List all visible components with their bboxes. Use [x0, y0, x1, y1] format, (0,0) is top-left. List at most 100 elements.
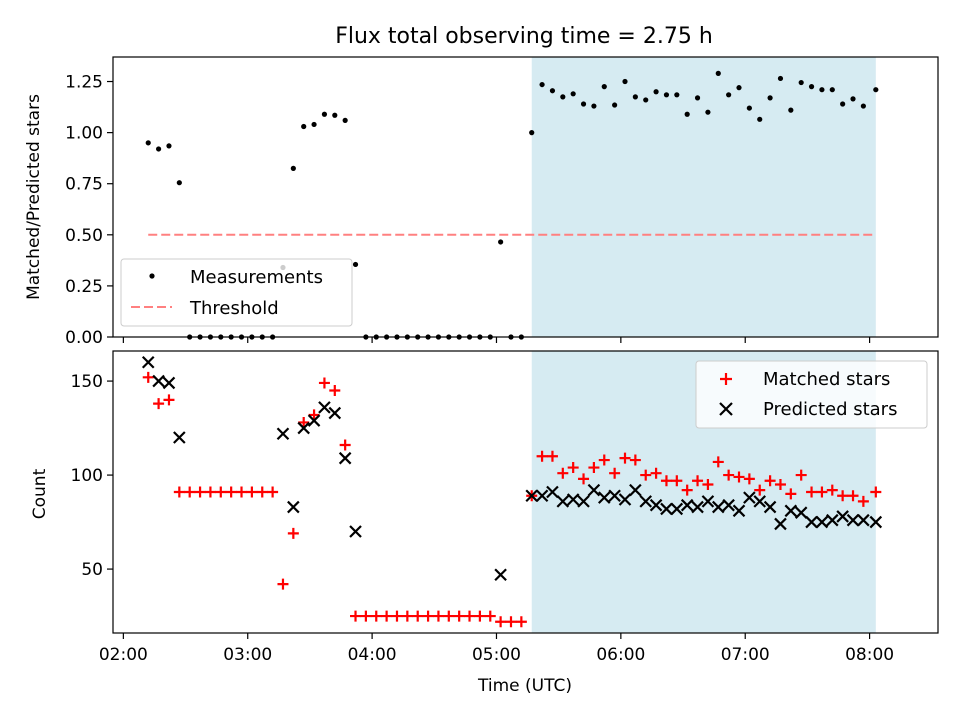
- y-tick-label: 1.00: [65, 124, 103, 144]
- matched-star-point: [837, 490, 849, 502]
- matched-star-point: [671, 475, 683, 487]
- predicted-star-point: [587, 483, 601, 497]
- matched-star-point: [495, 616, 507, 628]
- predicted-star-point: [691, 500, 704, 514]
- matched-star-point: [298, 416, 310, 428]
- count-panel: 02:00 03:00 04:00 05:00 06:00 07:00 08:00 50 100…: [30, 350, 939, 696]
- matched-star-point: [194, 486, 206, 498]
- matched-star-point: [381, 610, 393, 622]
- matched-star-point: [712, 456, 724, 468]
- measurement-point: [498, 239, 504, 245]
- matched-star-point: [453, 610, 465, 622]
- x-tick-label: 04:00: [348, 645, 397, 665]
- y-tick-label: 1.25: [65, 73, 103, 93]
- x-tick-label: 05:00: [472, 645, 521, 665]
- measurement-point: [529, 130, 535, 136]
- matched-star-point: [764, 475, 776, 487]
- predicted-star-point: [618, 493, 632, 506]
- measurement-point: [301, 123, 307, 130]
- predicted-star-point: [857, 513, 870, 527]
- predicted-star-point: [546, 485, 559, 499]
- ratio-axis-label: Matched/Predicted stars: [24, 94, 44, 300]
- measurement-point: [622, 78, 628, 85]
- predicted-star-point: [836, 510, 849, 523]
- matched-star-point: [339, 439, 351, 451]
- ratio-panel: 0.00 0.25 0.50 0.75 1.00 1.25 Matched/Predict…: [24, 56, 939, 348]
- measurement-point: [145, 140, 151, 146]
- predicted-star-point: [287, 500, 300, 514]
- legend-predicted-marker: [719, 402, 733, 416]
- count-plot-frame: [112, 350, 939, 634]
- matched-star-point: [318, 377, 330, 389]
- matched-star-point: [826, 484, 838, 496]
- matched-star-point: [795, 469, 807, 481]
- matched-star-point: [370, 610, 382, 622]
- chart-title: Flux total observing time = 2.75 h: [335, 24, 713, 49]
- predicted-star-point: [349, 525, 362, 538]
- measurement-point: [643, 97, 649, 103]
- predicted-star-point: [629, 483, 642, 497]
- matched-star-point: [588, 462, 600, 474]
- measurement-point: [674, 92, 680, 98]
- x-tick-label: 08:00: [845, 645, 894, 665]
- matched-star-point: [692, 475, 704, 487]
- matched-star-point: [870, 486, 882, 498]
- predicted-star-point: [494, 568, 507, 581]
- x-tick-label: 07:00: [721, 645, 770, 665]
- y-tick-label: 0.50: [65, 226, 103, 246]
- matched-star-point: [743, 473, 755, 485]
- matched-star-point: [733, 471, 745, 483]
- measurement-point: [549, 88, 556, 94]
- measurement-point: [580, 101, 587, 107]
- x-tick-label: 06:00: [596, 645, 645, 665]
- matched-star-point: [598, 454, 610, 466]
- matched-star-point: [401, 610, 413, 622]
- measurement-point: [873, 87, 879, 93]
- matched-star-point: [173, 486, 185, 498]
- measurement-point: [332, 112, 338, 118]
- measurement-point: [757, 116, 763, 122]
- matched-star-point: [816, 486, 828, 498]
- measurement-point: [746, 105, 752, 111]
- y-tick-label: 0.75: [65, 175, 103, 195]
- measurement-point: [840, 101, 846, 107]
- matched-star-point: [515, 616, 527, 628]
- predicted-star-point: [701, 495, 715, 508]
- ratio-plot-frame: [112, 56, 939, 338]
- predicted-star-point: [577, 495, 590, 508]
- measurement-point: [726, 92, 732, 98]
- predicted-star-point: [815, 515, 829, 529]
- legend-matched: Matched stars: [763, 369, 890, 390]
- matched-star-point: [567, 462, 579, 474]
- matched-star-point: [204, 486, 216, 498]
- predicted-star-point: [794, 506, 808, 519]
- ratio-axis-ticks: 0.00 0.25 0.50 0.75 1.00 1.25: [65, 73, 871, 348]
- matched-star-point: [609, 467, 621, 479]
- measurement-point: [290, 165, 296, 171]
- measurement-point: [767, 95, 773, 101]
- matched-star-point: [277, 578, 289, 590]
- matched-star-point: [287, 527, 299, 539]
- measurement-point: [860, 103, 866, 109]
- predicted-star-point: [763, 500, 777, 514]
- y-tick-label: 0.00: [65, 328, 103, 348]
- measurement-point: [539, 81, 545, 88]
- matched-star-point: [484, 610, 496, 622]
- measurement-point: [736, 85, 742, 91]
- y-tick-label: 100: [71, 466, 103, 486]
- matched-star-point: [236, 486, 248, 498]
- predicted-star-point: [173, 431, 186, 444]
- ratio-legend: Measurements Threshold: [120, 258, 353, 327]
- measurement-point: [798, 79, 804, 86]
- matched-star-point: [650, 467, 662, 479]
- count-axis-ticks: 02:00 03:00 04:00 05:00 06:00 07:00 08:00 50 100…: [71, 372, 895, 665]
- predicted-star-point: [826, 513, 839, 527]
- legend-threshold: Threshold: [189, 298, 279, 319]
- matched-star-point: [578, 473, 590, 485]
- predicted-star-point: [670, 502, 684, 516]
- matched-star-point: [474, 610, 486, 622]
- predicted-star-point: [297, 421, 310, 435]
- predicted-star-point: [722, 498, 735, 512]
- predicted-star-point: [276, 427, 290, 440]
- predicted-star-point: [805, 515, 818, 529]
